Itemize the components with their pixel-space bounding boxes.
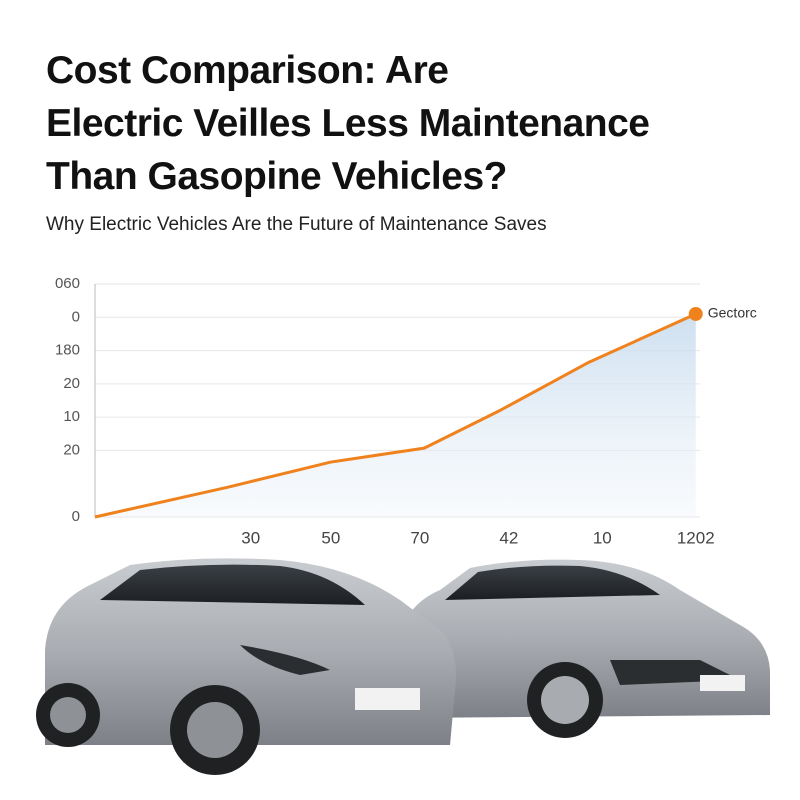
x-tick-label: 50: [321, 528, 340, 547]
title-line: Than Gasopine Vehicles?: [46, 155, 507, 198]
y-tick-label: 20: [63, 441, 80, 458]
electric-car: [36, 558, 456, 775]
title: Cost Comparison: Are Electric Veilles Le…: [46, 44, 650, 203]
y-tick-label: 180: [55, 342, 80, 359]
title-line: Electric Veilles Less Maintenance: [46, 102, 650, 145]
subtitle: Why Electric Vehicles Are the Future of …: [46, 214, 547, 235]
area: [95, 313, 696, 517]
x-tick-label: 10: [593, 528, 612, 547]
series-label: Gectorc: [708, 305, 757, 321]
y-tick-label: 0: [72, 308, 80, 325]
y-tick-label: 20: [63, 375, 80, 392]
y-tick-label: 060: [55, 275, 80, 292]
line: [94, 312, 697, 519]
y-tick-label: 10: [63, 408, 80, 425]
x-tick-label: 30: [241, 528, 260, 547]
end-point: [688, 306, 703, 321]
gasoline-car: [400, 559, 770, 738]
x-tick-label: 1202: [677, 528, 715, 547]
chart: 0 20 10 20 180 0 060 30 50 70 42 10 1202 Gectorc: [55, 275, 757, 548]
x-tick-label: 42: [499, 528, 518, 547]
y-tick-label: 0: [72, 508, 80, 525]
title-line: Cost Comparison: Are: [46, 49, 449, 92]
x-tick-label: 70: [410, 528, 429, 547]
